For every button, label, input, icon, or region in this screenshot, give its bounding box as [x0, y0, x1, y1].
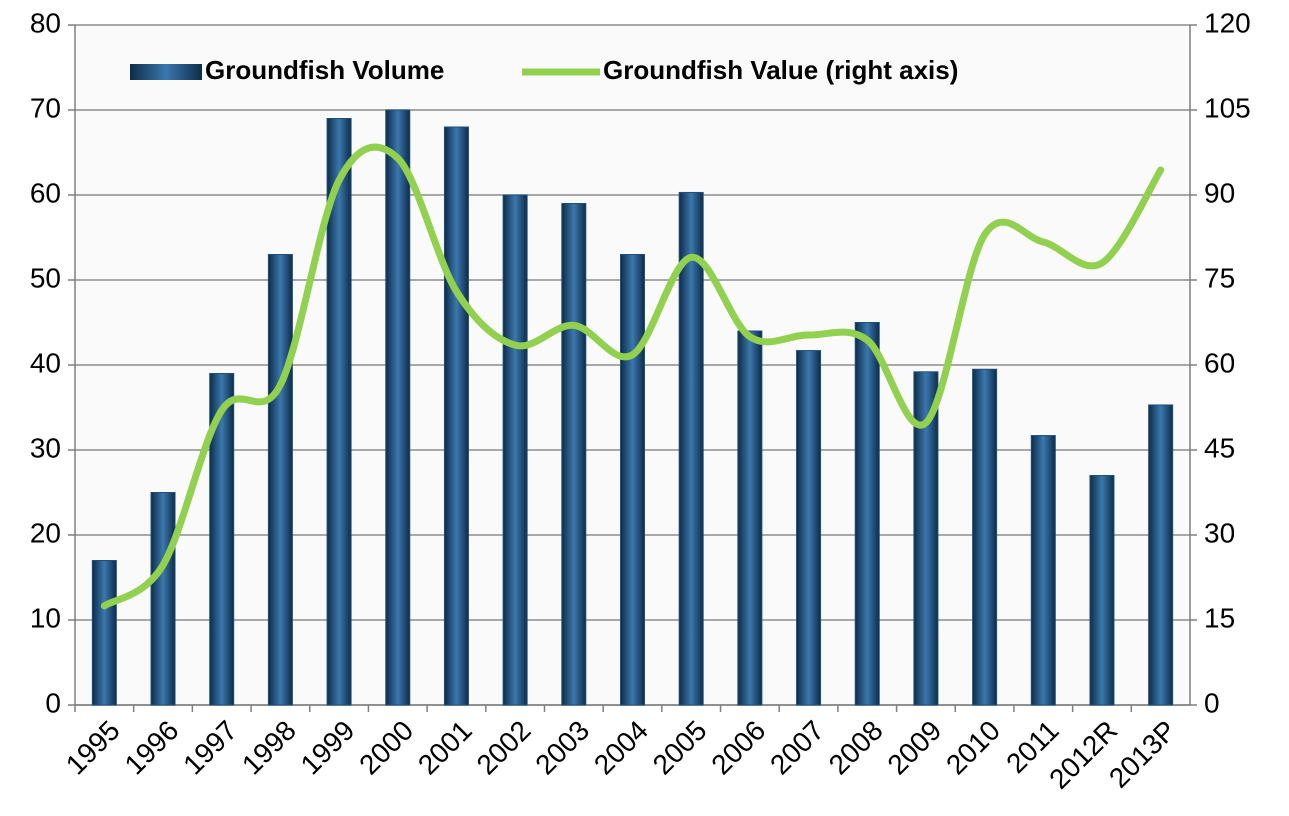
y2-tick-label: 105	[1204, 92, 1251, 123]
y-tick-label: 70	[30, 92, 61, 123]
x-tick-label: 2013P	[1103, 715, 1182, 794]
x-tick-label: 2005	[647, 715, 713, 781]
x-tick-label: 2010	[940, 715, 1006, 781]
y2-tick-label: 45	[1204, 432, 1235, 463]
bar	[326, 118, 352, 706]
bar	[209, 373, 235, 706]
bar	[502, 194, 528, 706]
bar	[972, 368, 998, 706]
bar	[737, 330, 763, 706]
x-tick-label: 2000	[353, 715, 419, 781]
legend-swatch	[130, 64, 202, 80]
y2-tick-label: 120	[1204, 7, 1251, 38]
y-tick-label: 80	[30, 7, 61, 38]
x-tick-label: 1996	[119, 715, 185, 781]
bar	[267, 254, 293, 706]
y-tick-label: 0	[45, 687, 61, 718]
x-tick-label: 1997	[177, 715, 243, 781]
x-tick-label: 2002	[471, 715, 537, 781]
bar	[620, 254, 645, 706]
y2-tick-label: 90	[1204, 177, 1235, 208]
x-tick-label: 1998	[236, 715, 302, 781]
bar	[854, 322, 880, 706]
bar	[796, 350, 822, 706]
legend-label: Groundfish Volume	[205, 55, 444, 85]
bar	[150, 492, 176, 706]
bar	[1089, 475, 1115, 706]
bar	[91, 560, 117, 706]
x-tick-label: 2007	[764, 715, 830, 781]
y2-tick-label: 30	[1204, 517, 1235, 548]
y-tick-label: 30	[30, 432, 61, 463]
x-tick-label: 2012R	[1043, 715, 1123, 795]
x-tick-label: 2009	[881, 715, 947, 781]
x-tick-label: 2001	[412, 715, 478, 781]
bar	[1148, 404, 1174, 706]
x-tick-label: 1995	[60, 715, 126, 781]
x-tick-label: 2008	[823, 715, 889, 781]
y2-tick-label: 0	[1204, 687, 1220, 718]
y2-tick-label: 75	[1204, 262, 1235, 293]
line	[100, 143, 1165, 610]
bar	[1030, 435, 1056, 706]
y-tick-label: 50	[30, 262, 61, 293]
bar	[678, 191, 704, 706]
x-tick-label: 2004	[588, 715, 654, 781]
x-tick-label: 2003	[529, 715, 595, 781]
x-tick-label: 2006	[705, 715, 771, 781]
bar	[443, 126, 469, 706]
y-tick-label: 10	[30, 602, 61, 633]
bar	[561, 203, 587, 706]
x-tick-label: 1999	[295, 715, 361, 781]
y-tick-label: 60	[30, 177, 61, 208]
y2-tick-label: 60	[1204, 347, 1235, 378]
bar	[385, 109, 411, 706]
y2-tick-label: 15	[1204, 602, 1235, 633]
y-tick-label: 20	[30, 517, 61, 548]
y-tick-label: 40	[30, 347, 61, 378]
legend-label: Groundfish Value (right axis)	[603, 55, 958, 85]
